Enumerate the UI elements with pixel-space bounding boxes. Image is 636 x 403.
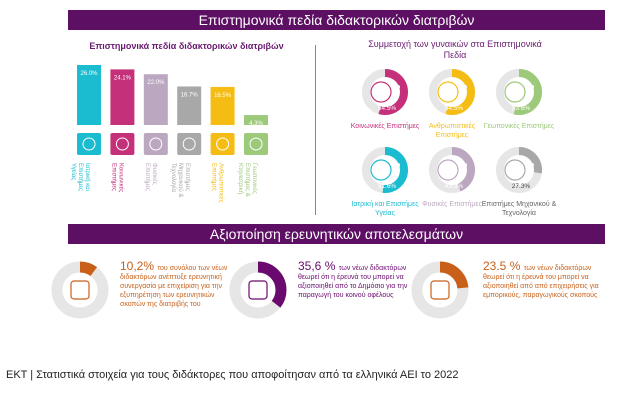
field-plant-icon-glyph	[249, 137, 263, 151]
results-donut-segment	[411, 261, 469, 319]
banner-results: Αξιοποίηση ερευνητικών αποτελεσμάτων	[68, 224, 605, 244]
footer-source: ΕΚΤ | Στατιστικά στοιχεία για τους διδάκ…	[6, 369, 459, 381]
women-share-label: 53.6%	[512, 105, 531, 112]
divider	[315, 45, 316, 215]
results-percent: 35,6 %	[298, 259, 339, 273]
women-field-label: Κοινωνικές Επιστήμες	[350, 123, 420, 130]
buildings-icon	[430, 280, 450, 300]
atom-icon	[437, 159, 459, 181]
results-percent: 10,2%	[120, 259, 158, 273]
bar	[210, 86, 235, 125]
women-field-label: Ιατρική και Επιστήμες Υγείας	[351, 201, 419, 217]
bar-value-label: 22.0%	[147, 80, 165, 86]
people-network-icon-glyph	[115, 137, 129, 151]
dna-icon	[77, 133, 101, 155]
women-donut-segment	[429, 147, 475, 193]
results-donut-segment	[51, 261, 109, 319]
results-text: 35,6 % των νέων διδακτόρων θεωρεί ότι η …	[298, 259, 418, 300]
results-donut-track	[51, 261, 109, 319]
women-share-label: 43.9%	[445, 183, 464, 190]
bar	[143, 74, 168, 125]
women-share-label: 51.6%	[378, 183, 397, 190]
person-bust-icon-glyph	[216, 137, 230, 151]
atom-icon	[143, 133, 168, 155]
dna-icon	[370, 159, 392, 181]
woman-icon	[530, 163, 534, 167]
banner-fields: Επιστημονικά πεδία διδακτορικών διατριβώ…	[68, 10, 605, 30]
bar-value-label: 16.5%	[214, 93, 232, 99]
results-description: του συνόλου των νέων διδακτόρων ανέπτυξε…	[120, 265, 228, 308]
results-donut-segment	[229, 261, 287, 319]
handshake-icon	[70, 280, 90, 300]
field-plant-icon	[244, 133, 268, 155]
dna-icon-glyph	[82, 137, 96, 151]
bar	[110, 69, 135, 125]
bar-value-label: 26.0%	[80, 71, 98, 77]
bar	[177, 86, 202, 125]
women-donut-segment	[429, 69, 475, 115]
bar-value-label: 16.7%	[181, 92, 199, 98]
women-share-label: 54.5%	[445, 105, 464, 112]
bar-category-label: Ιατρική καιΕπιστήμεςΥγείας	[70, 163, 91, 192]
women-field-label: Γεωπονικές Επιστήμες	[483, 123, 555, 130]
women-donut-segment	[362, 147, 408, 193]
women-donut-segment	[496, 69, 542, 115]
results-description: των νέων διδακτόρων θεωρεί ότι η έρευνά …	[483, 265, 599, 299]
results-description: των νέων διδακτόρων θεωρεί ότι η έρευνά …	[298, 265, 408, 299]
woman-icon	[463, 163, 467, 167]
donut-section-title: Συμμετοχή των γυναικών στα Επιστημονικά …	[368, 39, 542, 60]
results-percent: 23.5 %	[483, 259, 524, 273]
women-share-label: 54.5%	[378, 105, 397, 112]
hands-globe-icon	[248, 280, 268, 300]
circuit-icon	[504, 159, 526, 181]
women-share-label: 27.3%	[512, 183, 531, 190]
women-donut-segment	[362, 69, 408, 115]
person-bust-icon	[210, 133, 235, 155]
women-field-label: Ανθρωπιστικές Επιστήμες	[428, 123, 476, 139]
bar-category-label: ΑνθρωπιστικέςΕπιστήμες	[211, 163, 225, 203]
bar-value-label: 4.3%	[249, 121, 263, 127]
bar	[77, 65, 101, 125]
results-text: 10,2% του συνόλου των νέων διδακτόρων αν…	[120, 259, 240, 309]
bar-category-label: ΚοινωνικέςΕπιστήμες	[110, 163, 124, 192]
bar	[244, 115, 268, 125]
circuit-icon	[177, 133, 202, 155]
bar-category-label: ΦυσικέςΕπιστήμες	[144, 163, 158, 191]
woman-icon	[396, 85, 400, 89]
woman-icon	[463, 85, 467, 89]
field-plant-icon	[504, 81, 526, 103]
women-field-label: Επιστήμες Μηχανικού & Τεχνολογία	[481, 201, 557, 217]
women-donut-segment	[496, 147, 542, 193]
bar-value-label: 24.1%	[114, 75, 132, 81]
people-network-icon	[370, 81, 392, 103]
results-text: 23.5 % των νέων διδακτόρων θεωρεί ότι η …	[483, 259, 603, 300]
person-bust-icon	[437, 81, 459, 103]
women-field-label: Φυσικές Επιστήμες	[422, 201, 482, 208]
people-network-icon	[110, 133, 135, 155]
circuit-icon-glyph	[182, 137, 196, 151]
woman-icon	[530, 85, 534, 89]
atom-icon-glyph	[149, 137, 163, 151]
woman-icon	[396, 163, 400, 167]
bar-category-label: ΕπιστήμεςΜηχανικού &Τεχνολογία	[170, 163, 191, 197]
bar-chart-title: Επιστημονικά πεδία διδακτορικών διατριβώ…	[89, 41, 284, 51]
bar-category-label: ΓεωπονικέςΕπιστήμες &Κτηνιατρική	[237, 163, 258, 197]
